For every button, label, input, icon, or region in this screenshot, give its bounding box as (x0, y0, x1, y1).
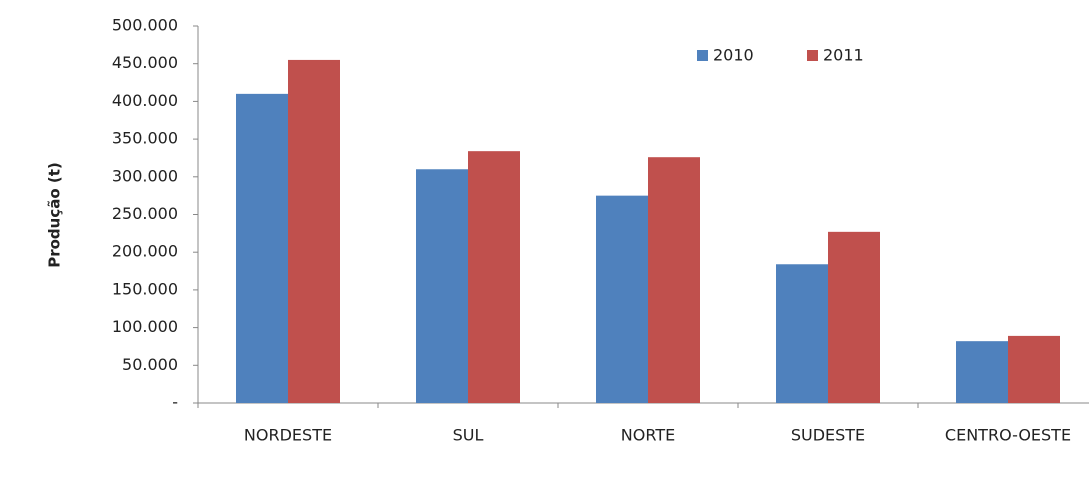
bar (416, 169, 468, 403)
bar (776, 264, 828, 403)
x-tick-label: NORDESTE (244, 426, 332, 445)
y-tick-label: 400.000 (112, 91, 178, 110)
bar (468, 151, 520, 403)
y-axis-label: Produção (t) (46, 162, 64, 268)
bar (236, 93, 288, 404)
bar (648, 157, 700, 403)
bar (1008, 335, 1060, 403)
legend-label: 2010 (713, 46, 754, 65)
y-tick-label: 450.000 (112, 53, 178, 72)
bar (828, 231, 880, 403)
y-tick-label: 50.000 (122, 355, 178, 374)
legend-label: 2011 (823, 46, 864, 65)
x-tick-label: SUDESTE (791, 426, 865, 445)
bar (596, 195, 648, 403)
y-tick-label: 300.000 (112, 166, 178, 185)
y-tick-label: 500.000 (112, 16, 178, 35)
x-tick-label: CENTRO-OESTE (945, 426, 1071, 445)
y-tick-label: 250.000 (112, 204, 178, 223)
x-tick-label: NORTE (621, 426, 675, 445)
y-tick-label: 350.000 (112, 129, 178, 148)
bar (288, 59, 340, 404)
y-tick-label: 100.000 (112, 317, 178, 336)
y-tick-label: - (172, 393, 178, 412)
y-tick-label: 200.000 (112, 242, 178, 261)
legend-swatch (807, 50, 818, 61)
bar (956, 341, 1008, 403)
legend-swatch (697, 50, 708, 61)
x-tick-label: SUL (453, 426, 484, 445)
y-tick-label: 150.000 (112, 279, 178, 298)
